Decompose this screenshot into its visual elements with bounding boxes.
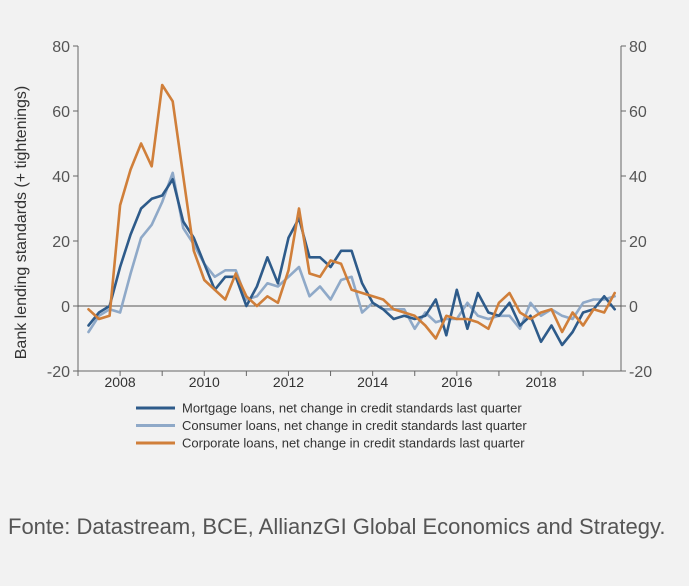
source-note: Fonte: Datastream, BCE, AllianzGI Global… <box>8 514 666 539</box>
y-tick-label-right: -20 <box>629 364 652 381</box>
x-tick-label: 2012 <box>273 374 304 390</box>
x-tick-label: 2010 <box>189 374 220 390</box>
y-tick-label-right: 80 <box>629 39 647 56</box>
y-tick-label-left: 20 <box>52 234 70 251</box>
y-tick-label-left: 0 <box>61 299 70 316</box>
chart: -20 -20 0 0 20 20 40 40 60 60 80 80 2008 2010 2012 2014… <box>13 39 652 451</box>
legend: Mortgage loans, net change in credit sta… <box>136 401 527 451</box>
axes: -20 -20 0 0 20 20 40 40 60 60 80 80 2008 2010 2012 2014… <box>13 39 652 390</box>
y-tick-label-right: 20 <box>629 234 647 251</box>
x-tick-label: 2018 <box>525 374 556 390</box>
y-tick-label-left: 60 <box>52 104 70 121</box>
y-tick-label-right: 40 <box>629 169 647 186</box>
y-tick-label-right: 0 <box>629 299 638 316</box>
series-line-1 <box>87 178 616 347</box>
x-tick-label: 2014 <box>357 374 388 390</box>
y-tick-label-right: 60 <box>629 104 647 121</box>
line-chart-svg: -20 -20 0 0 20 20 40 40 60 60 80 80 2008 2010 2012 2014… <box>13 39 652 451</box>
legend-label-1: Mortgage loans, net change in credit sta… <box>182 401 522 416</box>
x-tick-label: 2016 <box>441 374 472 390</box>
legend-label-2: Consumer loans, net change in credit sta… <box>182 418 527 433</box>
legend-label-3: Corporate loans, net change in credit st… <box>182 436 525 451</box>
series-line-3 <box>87 83 616 340</box>
y-axis-label: Bank lending standards (+ tightenings) <box>13 86 30 360</box>
x-tick-label: 2008 <box>105 374 136 390</box>
y-tick-label-left: 40 <box>52 169 70 186</box>
y-tick-label-left: 80 <box>52 39 70 56</box>
series-lines <box>87 83 616 347</box>
y-tick-label-left: -20 <box>47 364 70 381</box>
